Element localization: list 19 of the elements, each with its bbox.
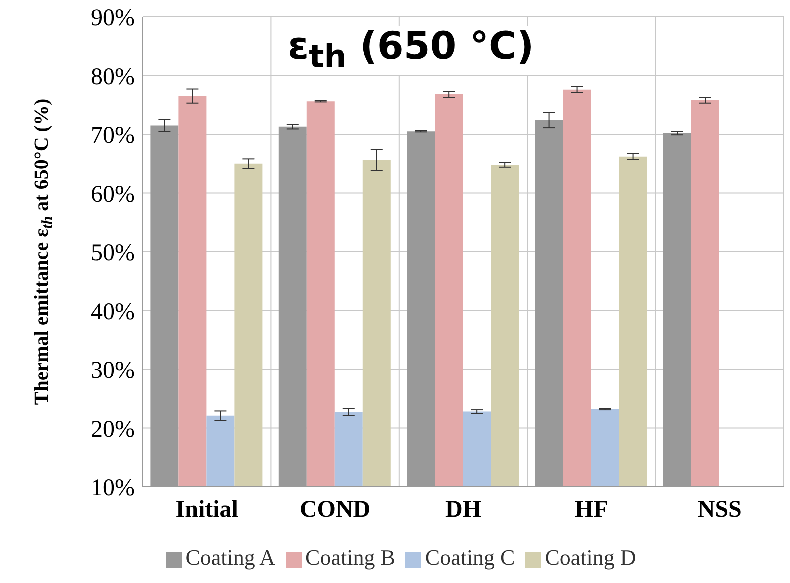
y-tick-label: 20% <box>91 416 135 443</box>
y-tick-label: 70% <box>91 123 135 150</box>
x-tick-label: HF <box>575 497 608 523</box>
x-tick-label: DH <box>446 497 482 523</box>
y-tick-label: 30% <box>91 358 135 384</box>
y-tick-label: 50% <box>91 240 135 267</box>
x-tick-label: NSS <box>698 497 742 523</box>
x-tick-label: COND <box>300 497 371 523</box>
y-tick-label: 10% <box>91 476 135 502</box>
y-tick-label: 90% <box>91 6 135 32</box>
chart-title: ε$_{th}$ (650 °C) <box>288 24 534 76</box>
legend-label: Coating B <box>306 545 396 570</box>
legend-label: Coating A <box>186 545 276 570</box>
y-tick-label: 80% <box>91 64 135 90</box>
legend-label: Coating C <box>425 545 516 570</box>
x-tick-label: Initial <box>176 497 239 523</box>
y-tick-label: 40% <box>91 299 135 326</box>
legend-label: Coating D <box>545 545 636 570</box>
y-tick-label: 60% <box>91 182 135 208</box>
